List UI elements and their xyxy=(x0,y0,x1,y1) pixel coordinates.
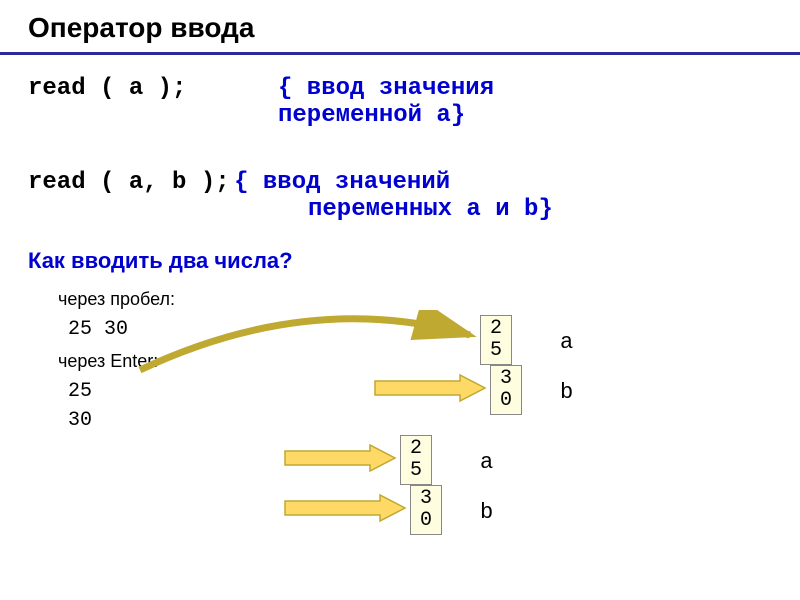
code-row-1: read ( a ); { ввод значения переменной a… xyxy=(28,75,772,129)
value-box-4: 30 xyxy=(410,485,442,535)
var-a-2: a xyxy=(480,450,493,475)
example-2-value-2: 30 xyxy=(58,409,772,432)
block-arrow-2-icon xyxy=(280,443,400,473)
value-box-2: 30 xyxy=(490,365,522,415)
example-1-label: через пробел: xyxy=(58,289,772,310)
comment-1-line-2: переменной a} xyxy=(278,102,494,129)
comment-2-line-1: { ввод значений xyxy=(234,169,450,196)
title-bar: Оператор ввода xyxy=(0,0,800,55)
comment-1-line-1: { ввод значения xyxy=(278,75,494,102)
var-b-2: b xyxy=(480,500,493,525)
comment-2-line-2: переменных a и b} xyxy=(308,196,772,223)
code-comment-1: { ввод значения переменной a} xyxy=(278,75,494,129)
var-b-1: b xyxy=(560,380,573,405)
block-arrow-1-icon xyxy=(370,373,490,403)
content-area: read ( a ); { ввод значения переменной a… xyxy=(0,55,800,452)
code-row-2: read ( a, b ); { ввод значений переменны… xyxy=(28,169,772,223)
page-title: Оператор ввода xyxy=(28,12,772,44)
question-text: Как вводить два числа? xyxy=(28,248,772,274)
code-stmt-1: read ( a ); xyxy=(28,75,278,123)
value-box-3: 25 xyxy=(400,435,432,485)
block-arrow-3-icon xyxy=(280,493,410,523)
code-stmt-2: read ( a, b ); xyxy=(28,169,230,196)
var-a-1: a xyxy=(560,330,573,355)
